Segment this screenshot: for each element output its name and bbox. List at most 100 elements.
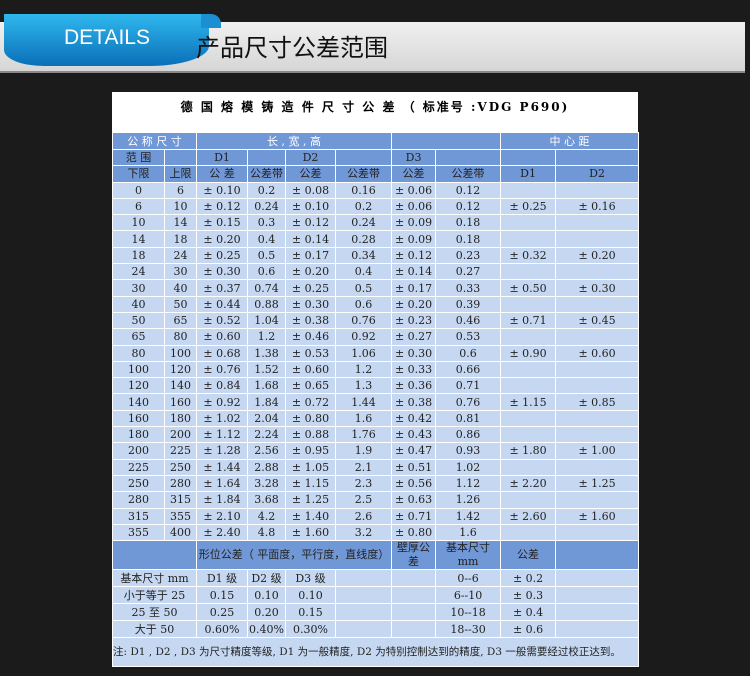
table-row: 大于 50 0.60% 0.40% 0.30% 18--30 ± 0.6: [112, 620, 640, 639]
table-row: 160 180 ± 1.02 2.04 ± 0.80 1.6 ± 0.42 0.81: [112, 409, 640, 428]
table-cell: ± 0.51: [391, 458, 437, 476]
table-cell: 0--6: [435, 569, 502, 588]
table-cell: 100: [112, 360, 165, 379]
table-cell: [500, 328, 557, 346]
table-cell: ± 1.84: [196, 491, 248, 509]
table-cell: 0.18: [435, 230, 502, 248]
table-cell: ± 2.20: [500, 474, 557, 493]
table-cell: 3.68: [247, 491, 286, 509]
table-cell: ± 0.60: [196, 328, 248, 346]
table-cell: ± 0.85: [555, 393, 640, 411]
table-cell: ± 0.16: [555, 197, 640, 216]
table-cell: ± 0.17: [285, 246, 336, 265]
table-cell: 0.6: [334, 295, 393, 313]
table-cell: ± 0.45: [555, 311, 640, 330]
table-row: 下限 上限公 差公差带 公差 公差带 公差 公差带 D1 D2: [112, 165, 640, 183]
table-cell: ± 0.92: [196, 393, 248, 411]
table-cell: 30: [164, 263, 197, 281]
table-cell: 200: [164, 426, 197, 444]
table-cell: 公差带: [435, 165, 502, 183]
table-cell: 0.92: [334, 328, 393, 346]
table-cell: [500, 148, 557, 167]
table-cell: ± 0.6: [500, 620, 557, 639]
table-cell: ± 1.15: [500, 393, 557, 411]
table-cell: 0.93: [435, 442, 502, 460]
table-cell: [391, 620, 437, 639]
table-cell: ± 0.30: [196, 263, 248, 281]
table-cell: ± 0.20: [285, 263, 336, 281]
table-row: 25 至 50 0.25 0.20 0.15 10--18 ± 0.4: [112, 603, 640, 622]
table-cell: [555, 295, 640, 313]
table-cell: ± 0.12: [285, 214, 336, 232]
table-cell: 中 心 距: [500, 132, 640, 150]
table-cell: 80: [112, 344, 165, 362]
table-cell: ± 0.42: [391, 409, 437, 428]
table-cell: ± 0.60: [285, 360, 336, 379]
table-row: 355 400 ± 2.40 4.8 ± 1.60 3.2 ± 0.80 1.6: [112, 523, 640, 542]
table-cell: 24: [164, 246, 197, 265]
table-cell: 280: [164, 474, 197, 493]
table-cell: [500, 263, 557, 281]
table-cell: 公差带: [247, 165, 286, 183]
table-cell: [555, 214, 640, 232]
table-cell: [555, 491, 640, 509]
table-cell: [334, 603, 393, 622]
table-cell: 0.81: [435, 409, 502, 428]
table-cell: ± 0.47: [391, 442, 437, 460]
table-cell: 0.86: [435, 426, 502, 444]
table-cell: ± 1.25: [285, 491, 336, 509]
table-cell: 24: [112, 263, 165, 281]
table-cell: 公差: [500, 540, 557, 571]
table-cell: [555, 620, 640, 639]
table-cell: 2.24: [247, 426, 286, 444]
table-cell: 范 围: [112, 148, 165, 167]
table-cell: ± 0.06: [391, 181, 437, 199]
table-cell: 0.4: [247, 230, 286, 248]
table-cell: ± 1.00: [555, 442, 640, 460]
table-row: 225 250 ± 1.44 2.88 ± 1.05 2.1 ± 0.51 1.02: [112, 458, 640, 476]
table-cell: ± 0.12: [196, 197, 248, 216]
table-cell: 1.44: [334, 393, 393, 411]
table-cell: 14: [112, 230, 165, 248]
table-cell: ± 1.60: [555, 507, 640, 525]
table-cell: ± 0.56: [391, 474, 437, 493]
table-cell: ± 0.4: [500, 603, 557, 622]
table-cell: 315: [112, 507, 165, 525]
table-cell: 100: [164, 344, 197, 362]
table-cell: D2 级: [247, 569, 286, 588]
table-cell: 225: [164, 442, 197, 460]
table-cell: ± 0.14: [391, 263, 437, 281]
table-cell: ± 0.15: [196, 214, 248, 232]
table-cell: ± 0.25: [285, 279, 336, 297]
table-cell: 3.28: [247, 474, 286, 493]
table-cell: ± 0.2: [500, 569, 557, 588]
table-cell: 0.23: [435, 246, 502, 265]
table-cell: ± 0.33: [391, 360, 437, 379]
table-cell: 2.88: [247, 458, 286, 476]
table-cell: 0.15: [285, 603, 336, 622]
table-cell: 40: [164, 279, 197, 297]
table-cell: 10: [164, 197, 197, 216]
table-cell: 120: [112, 377, 165, 395]
table-cell: 0.15: [196, 586, 248, 605]
table-cell: 10--18: [435, 603, 502, 622]
table-cell: [555, 409, 640, 428]
table-cell: 50: [164, 295, 197, 313]
table-cell: ± 1.02: [196, 409, 248, 428]
table-cell: 0.24: [247, 197, 286, 216]
table-row: 200 225 ± 1.28 2.56 ± 0.95 1.9 ± 0.47 0.93 ± 1.8…: [112, 442, 640, 460]
table-cell: 公 称 尺 寸: [112, 132, 197, 150]
table-cell: 0.39: [435, 295, 502, 313]
table-cell: 120: [164, 360, 197, 379]
table-cell: ± 0.84: [196, 377, 248, 395]
table-cell: 0.76: [435, 393, 502, 411]
table-cell: ± 1.25: [555, 474, 640, 493]
table-cell: 下限: [112, 165, 165, 183]
table-cell: ± 0.14: [285, 230, 336, 248]
table-cell: 140: [112, 393, 165, 411]
table-cell: 公差: [285, 165, 336, 183]
table-cell: 2.3: [334, 474, 393, 493]
table-cell: 1.6: [334, 409, 393, 428]
table-cell: ± 0.71: [391, 507, 437, 525]
table-cell: [500, 360, 557, 379]
